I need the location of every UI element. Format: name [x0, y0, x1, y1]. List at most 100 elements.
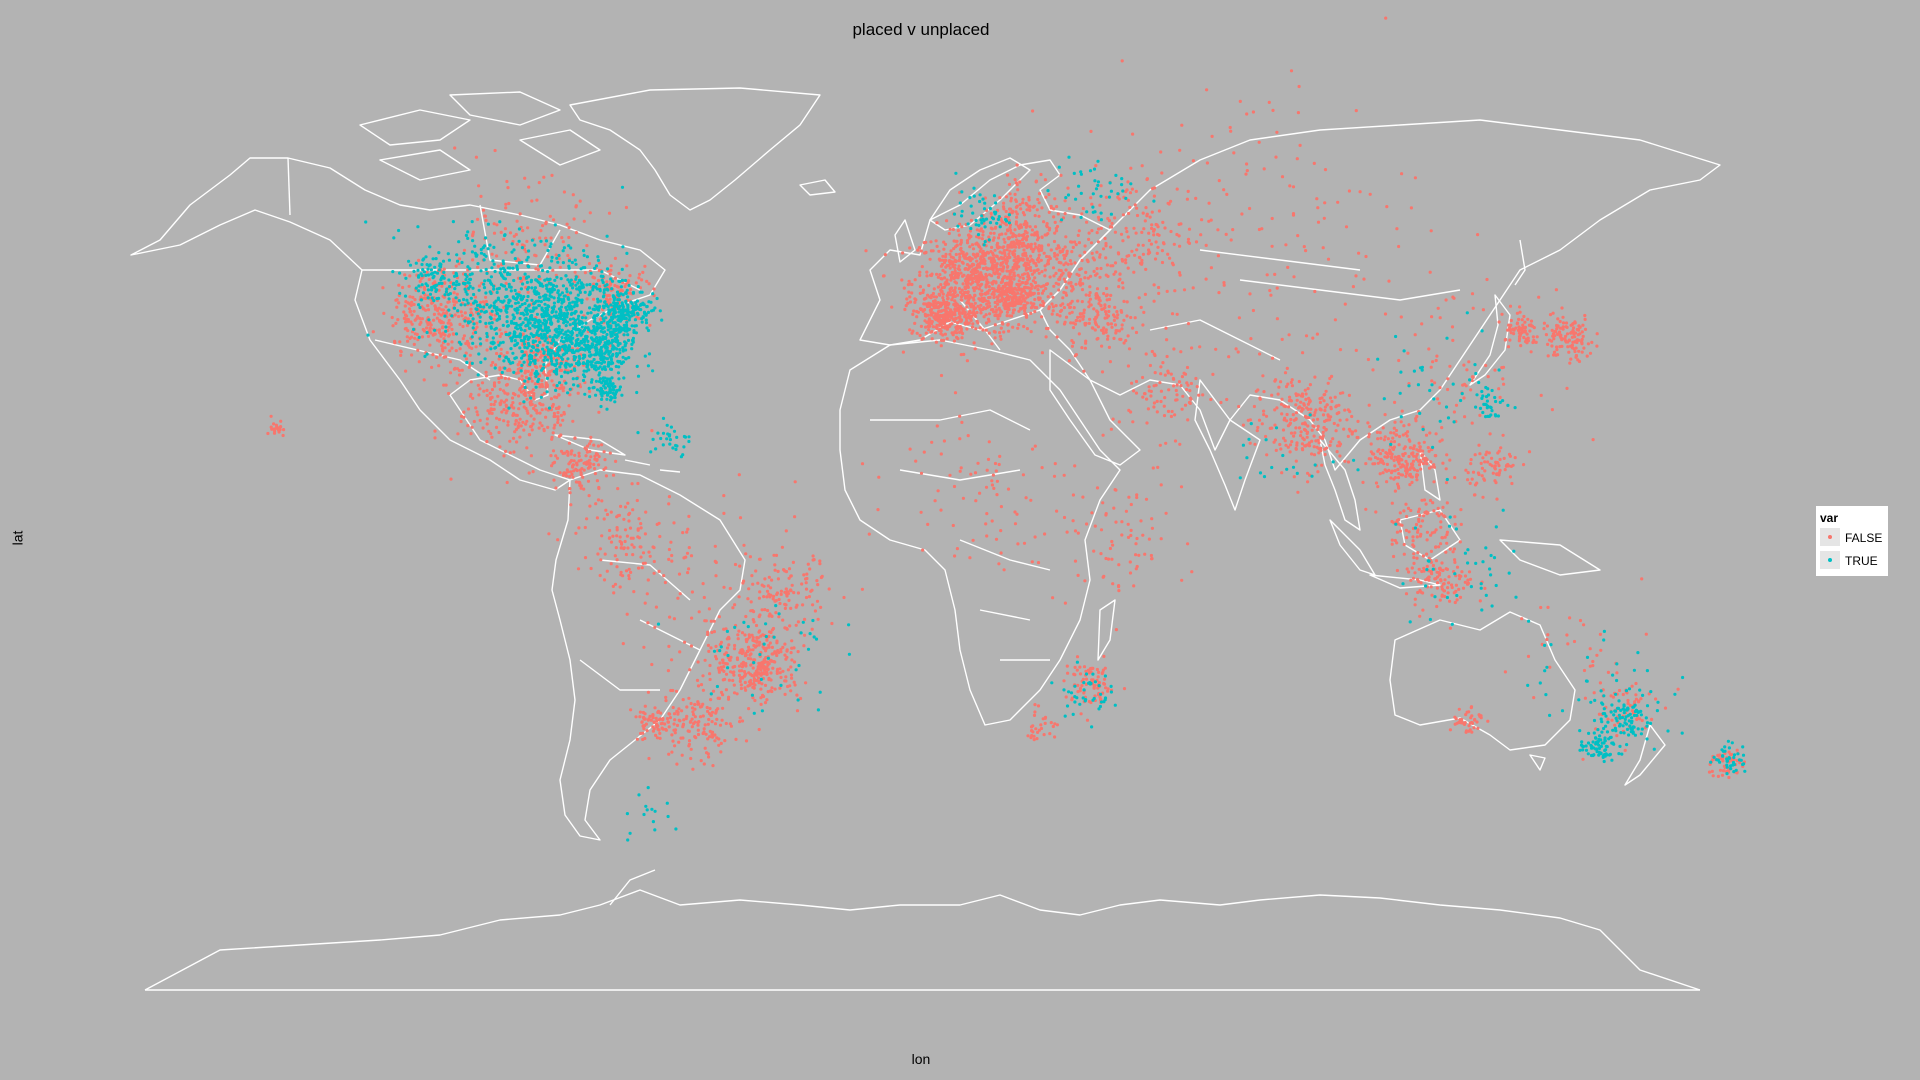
- point-false: [523, 371, 527, 375]
- point-false: [1010, 211, 1014, 215]
- point-false: [768, 612, 772, 616]
- point-false: [1334, 429, 1338, 433]
- point-false: [950, 316, 954, 320]
- point-false: [784, 603, 788, 607]
- point-false: [490, 395, 494, 399]
- point-false: [974, 266, 978, 270]
- point-false: [958, 325, 963, 329]
- point-false: [1033, 276, 1037, 280]
- point-false: [1147, 248, 1151, 252]
- point-false: [1277, 385, 1281, 389]
- point-false: [1374, 481, 1379, 485]
- point-false: [1054, 281, 1058, 285]
- point-false: [1015, 240, 1019, 244]
- point-false: [1127, 211, 1131, 216]
- point-false: [581, 475, 585, 479]
- point-false: [953, 263, 957, 267]
- point-false: [544, 407, 548, 411]
- point-false: [600, 443, 604, 447]
- point-false: [1026, 278, 1030, 282]
- point-false: [953, 286, 957, 290]
- point-false: [403, 304, 407, 308]
- point-false: [1122, 341, 1126, 345]
- point-false: [1376, 485, 1380, 489]
- point-false: [433, 429, 437, 433]
- point-false: [598, 284, 602, 288]
- point-false: [1028, 225, 1032, 229]
- point-false: [1006, 286, 1010, 290]
- point-false: [1487, 451, 1491, 455]
- point-false: [1312, 161, 1316, 165]
- point-false: [1405, 536, 1409, 540]
- point-false: [1274, 155, 1278, 159]
- point-false: [1029, 254, 1033, 258]
- point-false: [815, 599, 820, 603]
- point-false: [1080, 346, 1084, 350]
- point-false: [1392, 426, 1396, 430]
- point-false: [1280, 471, 1284, 475]
- point-false: [1024, 238, 1029, 242]
- point-false: [1417, 441, 1421, 445]
- point-false: [966, 273, 970, 277]
- point-false: [1248, 206, 1252, 211]
- point-false: [1002, 201, 1006, 205]
- point-false: [583, 461, 588, 465]
- point-false: [1037, 192, 1042, 196]
- point-false: [1354, 274, 1358, 278]
- point-false: [1004, 215, 1008, 219]
- point-false: [530, 402, 534, 406]
- point-false: [405, 335, 409, 339]
- point-false: [1211, 372, 1215, 376]
- point-false: [652, 720, 656, 725]
- point-false: [1248, 292, 1252, 296]
- point-false: [1064, 286, 1068, 290]
- point-false: [1127, 347, 1132, 351]
- point-false: [739, 683, 743, 687]
- point-false: [672, 722, 676, 726]
- point-false: [391, 324, 395, 328]
- point-false: [786, 684, 790, 689]
- point-false: [1448, 599, 1452, 603]
- point-false: [1146, 407, 1150, 411]
- point-false: [1019, 225, 1024, 229]
- point-false: [716, 666, 721, 670]
- point-false: [941, 333, 945, 337]
- point-false: [1126, 180, 1130, 184]
- point-false: [952, 302, 956, 307]
- point-false: [1186, 237, 1191, 241]
- point-false: [1506, 345, 1511, 349]
- point-false: [572, 459, 576, 463]
- point-false: [535, 365, 539, 369]
- point-false: [428, 321, 432, 325]
- point-false: [611, 473, 616, 477]
- point-false: [964, 253, 968, 257]
- point-false: [1283, 371, 1288, 375]
- point-false: [752, 686, 756, 690]
- point-false: [963, 287, 968, 291]
- point-false: [526, 369, 530, 373]
- point-false: [777, 615, 781, 619]
- point-false: [499, 352, 503, 356]
- point-false: [1013, 244, 1017, 248]
- point-false: [993, 305, 998, 309]
- point-false: [1319, 436, 1323, 440]
- point-false: [1009, 228, 1013, 232]
- point-false: [1334, 405, 1338, 409]
- point-false: [531, 422, 535, 426]
- point-false: [1412, 552, 1416, 556]
- point-false: [449, 281, 453, 285]
- point-false: [1054, 304, 1058, 308]
- point-false: [993, 226, 998, 230]
- point-false: [1415, 478, 1419, 482]
- point-false: [1410, 475, 1414, 479]
- point-false: [1403, 451, 1407, 456]
- point-false: [1310, 452, 1314, 456]
- point-false: [459, 310, 463, 314]
- point-false: [960, 336, 964, 340]
- point-false: [1448, 626, 1452, 630]
- point-false: [708, 663, 712, 668]
- point-false: [643, 712, 647, 716]
- point-false: [1156, 245, 1160, 249]
- point-false: [1548, 313, 1553, 317]
- point-false: [484, 325, 488, 329]
